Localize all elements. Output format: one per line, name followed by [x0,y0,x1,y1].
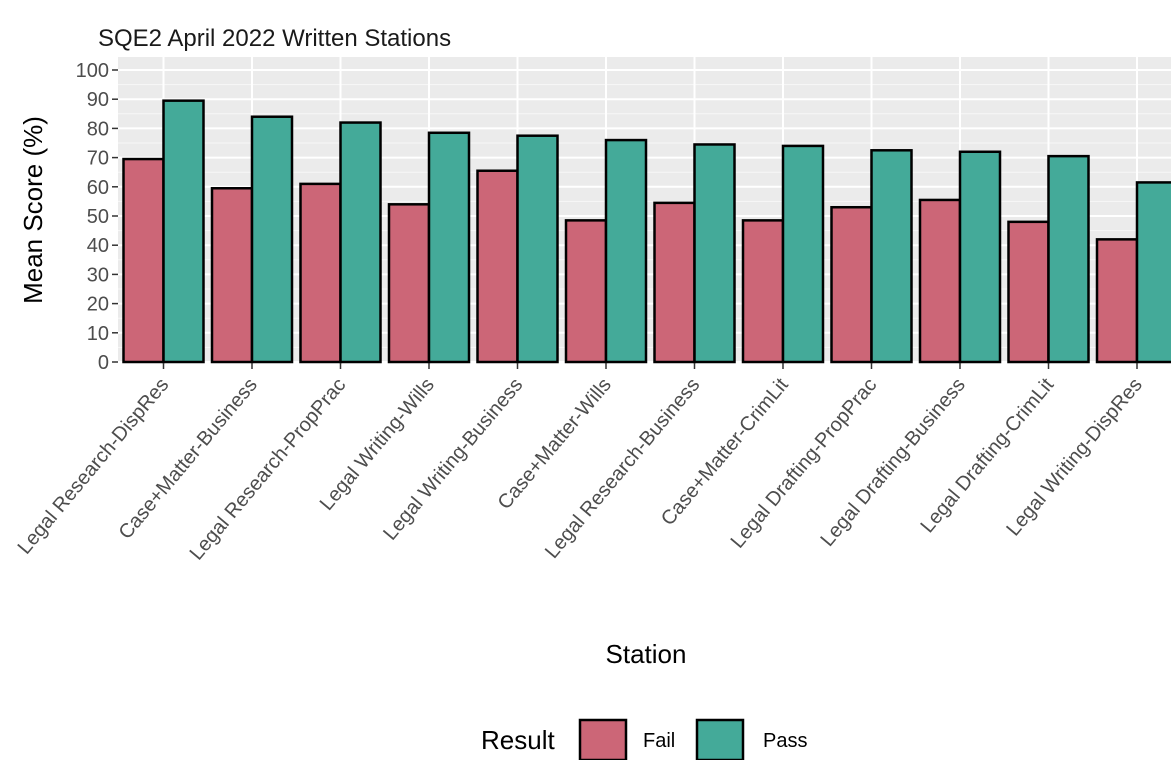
y-tick-label: 80 [87,118,109,140]
bar-fail [210,187,254,364]
bar-fail [299,182,342,364]
bar-fail [387,203,431,364]
legend-label-fail: Fail [643,730,675,752]
y-axis: 0 10 20 30 40 50 60 70 80 90 100 [76,60,118,374]
y-axis-title: Mean Score (%) [18,116,48,304]
bar-pass [958,150,1002,364]
chart-title: SQE2 April 2022 Written Stations [98,25,451,52]
y-tick-label: 50 [87,206,109,228]
bar-pass [1135,181,1171,364]
y-tick-label: 70 [87,148,109,170]
legend-title: Result [481,725,555,755]
bar-fail [830,205,873,364]
bar-fail [476,169,519,364]
y-tick-label: 60 [87,177,109,199]
y-tick-label: 30 [87,264,109,286]
x-tick-label: Legal Drafting-PropPrac [727,374,882,553]
bar-fail [741,219,785,364]
bar-pass [516,134,559,364]
legend-key-fail [578,718,628,760]
bar-pass [870,149,913,364]
bar-fail [122,157,165,364]
bar-fail [1007,220,1050,364]
x-axis: Legal Research-DispResCase+Matter-Busine… [14,363,1147,564]
y-tick-label: 40 [87,235,109,257]
bar-pass [162,99,205,364]
bar-fail [653,201,696,364]
y-tick-label: 10 [87,323,109,345]
x-tick-label: Legal Research-DispRes [14,374,174,558]
legend-key-pass [695,718,745,760]
bar-pass [250,115,294,364]
x-tick-label: Legal Research-PropPrac [186,374,351,564]
legend-label-pass: Pass [763,730,807,752]
y-tick-label: 20 [87,294,109,316]
bar-pass [1047,154,1090,364]
y-tick-label: 100 [76,60,109,82]
x-tick-label: Legal Drafting-Business [816,374,969,551]
bars [122,99,1171,364]
x-axis-title: Station [606,639,687,669]
x-tick-label: Legal Research-Business [541,374,704,563]
bar-fail [918,198,962,364]
bar-pass [339,121,382,364]
bar-pass [693,143,736,364]
bar-fail [1095,238,1139,364]
bar-fail [564,219,608,364]
y-tick-label: 0 [98,352,109,374]
bar-pass [604,138,648,364]
bar-pass [427,131,471,364]
bar-pass [781,144,825,364]
legend: Result Fail Pass [481,718,807,760]
y-tick-label: 90 [87,89,109,111]
